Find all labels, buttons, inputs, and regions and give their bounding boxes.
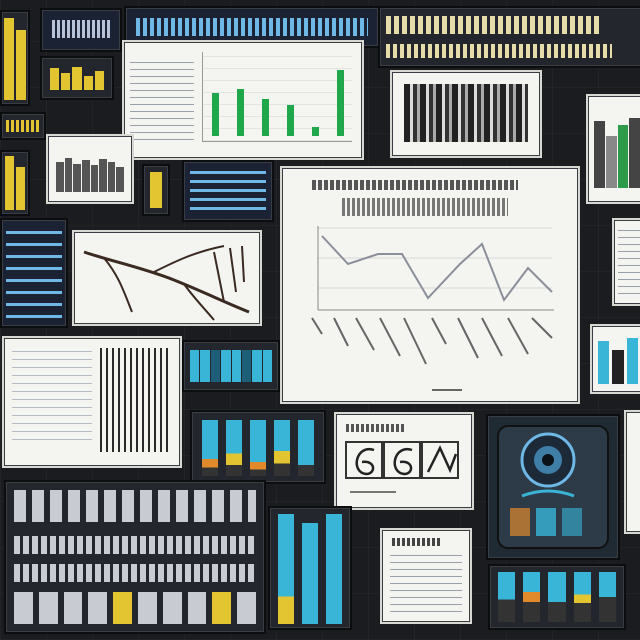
- scribble-icon: [83, 245, 250, 321]
- tall-cyan-columns: [268, 506, 352, 630]
- top-left-label-panel: [40, 8, 122, 52]
- eye-device-panel: [486, 414, 620, 560]
- small-bar-chart-card: [46, 134, 134, 204]
- left-document-card: [2, 336, 182, 468]
- right-edge-card: [624, 410, 640, 534]
- top-right-heading-panel: [378, 6, 640, 68]
- line-chart-plot: [311, 226, 554, 391]
- cyan-strip-panel: [182, 340, 280, 392]
- bottom-right-equalizer: [488, 564, 626, 630]
- mid-left-text-tile: [182, 160, 274, 222]
- eye-device-icon: [497, 425, 609, 549]
- yellow-bars-panel: [0, 10, 30, 106]
- main-line-chart-card: [280, 166, 580, 404]
- green-bar-chart-card: [122, 40, 364, 160]
- left-yellow-column: [0, 150, 30, 216]
- branch-sketch-card: [72, 230, 262, 326]
- green-bars: [212, 58, 344, 136]
- small-yellow-tile: [40, 56, 114, 100]
- bottom-document-card: [380, 528, 472, 624]
- right-lined-card: [612, 218, 640, 306]
- yellow-slot: [142, 164, 170, 216]
- bottom-left-grille: [4, 480, 266, 634]
- handwriting-card: [334, 412, 474, 510]
- equalizer-panel: [190, 410, 326, 484]
- bw-pattern-card: [390, 70, 542, 158]
- left-label-tile-1: [0, 112, 46, 140]
- right-striped-card: [586, 94, 640, 204]
- right-cyan-card: [590, 324, 640, 394]
- scribble-icon: [345, 441, 459, 493]
- left-list-panel: [0, 218, 68, 328]
